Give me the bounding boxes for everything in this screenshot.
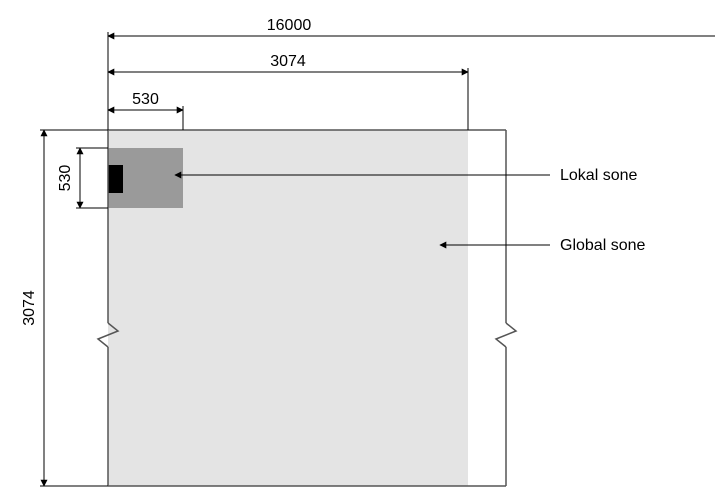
callout-global-zone-label: Global sone: [560, 237, 645, 254]
dimension-top-local: 530: [108, 91, 183, 130]
dimension-top-overall-value: 16000: [267, 17, 312, 34]
callout-global-zone: Global sone: [440, 237, 645, 254]
dimension-top-zone-value: 3074: [270, 53, 306, 70]
dimension-left-local-value: 530: [57, 165, 74, 192]
dimension-top-local-value: 530: [132, 91, 159, 108]
dimension-top-overall: 16000: [108, 17, 715, 130]
callout-local-zone-label: Lokal sone: [560, 167, 637, 184]
dimension-left-local: 530: [57, 148, 108, 208]
break-mark-right: [496, 323, 516, 347]
dimension-left-overall-value: 3074: [21, 290, 38, 326]
black-block: [108, 165, 123, 193]
dimension-top-zone: 3074: [108, 53, 468, 130]
